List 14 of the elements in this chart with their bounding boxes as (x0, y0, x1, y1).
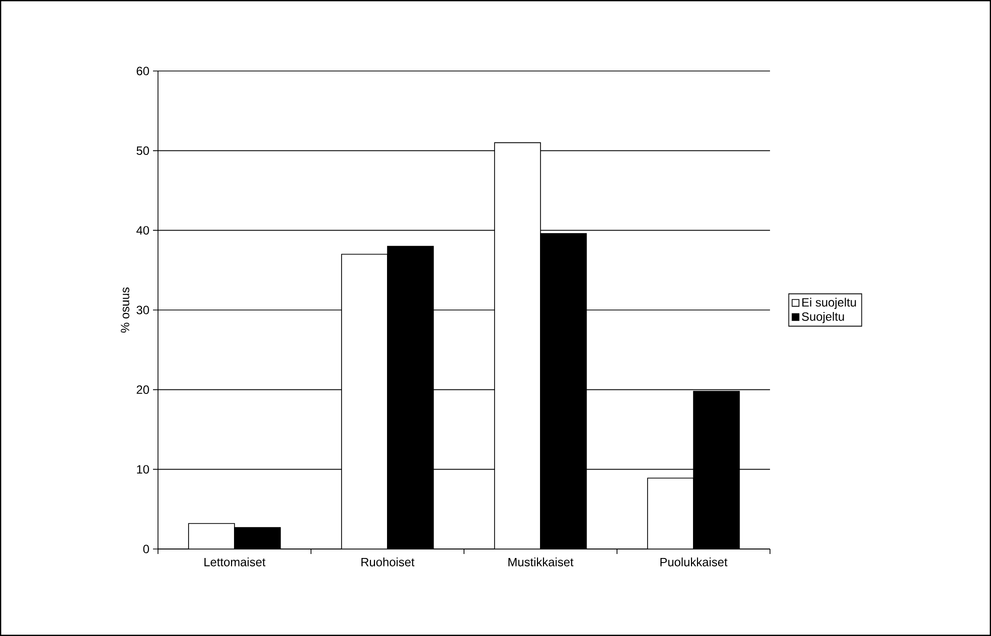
legend-label: Suojeltu (802, 312, 844, 324)
y-tick-label: 10 (137, 465, 150, 474)
y-tick-label: 20 (136, 385, 150, 394)
x-tick-label: Lettomaiset (204, 558, 266, 566)
y-tick-label: 0 (143, 544, 150, 554)
x-tick-label: Mustikkaiset (508, 558, 574, 566)
x-tick-label: Ruohoiset (361, 558, 414, 566)
legend-label: Ei suojeltu (802, 298, 856, 309)
y-axis-title: % osuus (120, 287, 130, 333)
y-tick-label: 60 (136, 66, 150, 76)
y-tick-label: 30 (136, 306, 150, 314)
y-tick-label: 40 (136, 226, 150, 235)
y-tick-label: 50 (136, 146, 150, 155)
x-tick-label: Puolukkaiset (660, 558, 728, 566)
